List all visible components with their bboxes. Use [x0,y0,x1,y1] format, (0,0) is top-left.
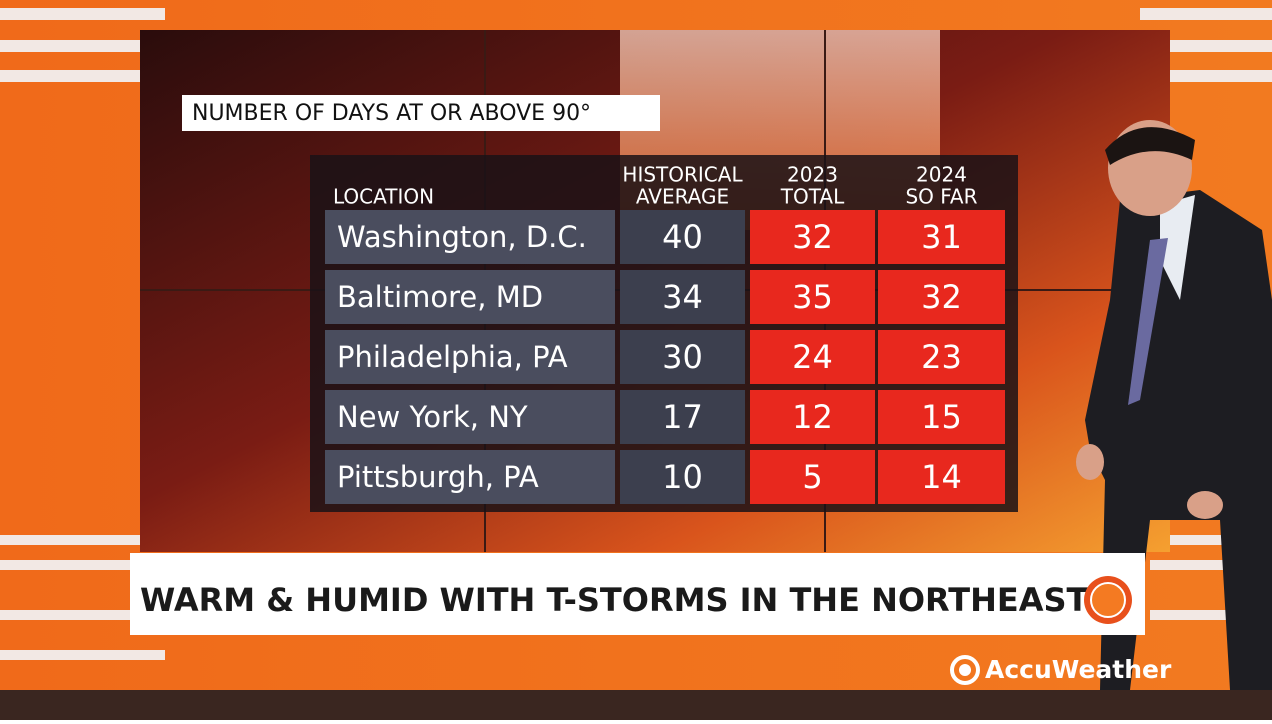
table-cell [325,330,615,384]
cell-value: 30 [662,338,703,376]
table-cell [325,210,615,264]
cell-value: 34 [662,278,703,316]
location-name: Philadelphia, PA [337,340,568,374]
title-box [182,95,660,131]
column-header: 2023 [787,163,838,187]
cell-value: 32 [921,278,962,316]
table-cell [620,270,745,324]
column-header: 2024 [916,163,967,187]
cell-value: 32 [792,218,833,256]
table-cell [878,330,1005,384]
table-cell [750,210,875,264]
table-cell [620,210,745,264]
table-cell [325,270,615,324]
table-cell [750,270,875,324]
banner [130,553,1145,635]
location-name: Pittsburgh, PA [337,460,539,494]
cell-value: 23 [921,338,962,376]
cell-value: 31 [921,218,962,256]
cell-value: 17 [662,398,703,436]
logo: AccuWeather [950,655,1172,685]
column-header: AVERAGE [636,185,729,209]
location-name: New York, NY [337,400,528,434]
table-cell [878,270,1005,324]
logo-text: AccuWeather [985,655,1172,684]
column-header: HISTORICAL [622,163,743,187]
location-name: Washington, D.C. [337,220,587,254]
studio-stripes [0,8,1272,660]
table-cell [750,450,875,504]
sun-icon [1084,576,1132,624]
cell-value: 5 [802,458,822,496]
table-cell [620,450,745,504]
cell-value: 40 [662,218,703,256]
table-cell [620,330,745,384]
cell-value: 24 [792,338,833,376]
graphic-title: NUMBER OF DAYS AT OR ABOVE 90° [192,101,591,126]
table-cell [325,450,615,504]
location-name: Baltimore, MD [337,280,543,314]
cell-value: 12 [792,398,833,436]
banner-headline: WARM & HUMID WITH T-STORMS IN THE NORTHE… [140,581,1089,619]
column-header: TOTAL [780,185,845,209]
column-header: SO FAR [905,185,977,209]
table-cell [878,210,1005,264]
cell-value: 35 [792,278,833,316]
table-cell [750,330,875,384]
table-cell [878,390,1005,444]
cell-value: 10 [662,458,703,496]
table-cell [878,450,1005,504]
cell-value: 15 [921,398,962,436]
table-cell [620,390,745,444]
column-header: LOCATION [333,185,434,209]
cell-value: 14 [921,458,962,496]
table-cell [750,390,875,444]
table-cell [325,390,615,444]
floor [0,690,1272,720]
